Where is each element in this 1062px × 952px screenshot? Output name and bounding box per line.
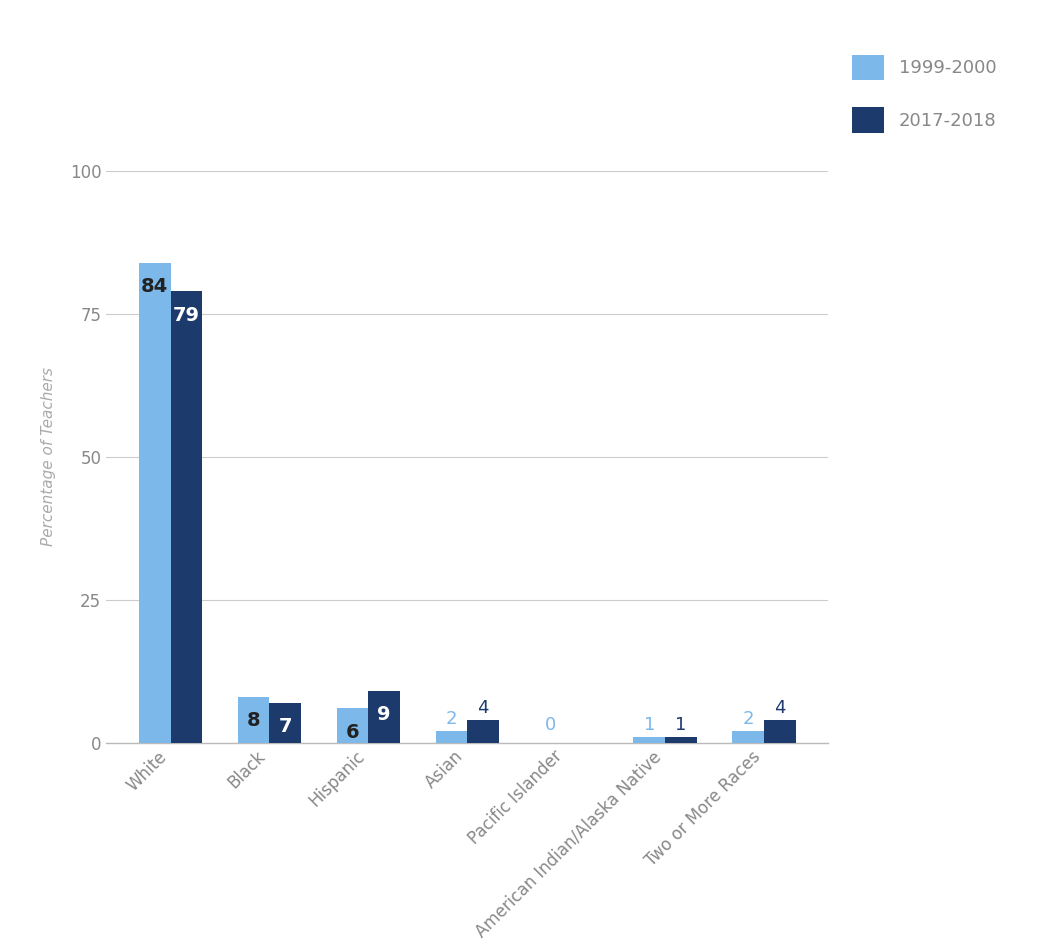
Bar [337, 708, 369, 743]
Text: 7: 7 [278, 717, 292, 736]
Text: 84: 84 [141, 277, 168, 296]
Text: 4: 4 [477, 699, 489, 717]
Legend: 1999-2000, 2017-2018: 1999-2000, 2017-2018 [852, 54, 996, 133]
Bar [171, 291, 202, 743]
Text: 6: 6 [346, 723, 359, 742]
Bar [633, 737, 665, 743]
Text: 2: 2 [742, 710, 754, 728]
Text: 0: 0 [545, 716, 556, 734]
Text: 9: 9 [377, 705, 391, 724]
Bar [467, 720, 499, 743]
Bar [435, 731, 467, 743]
Bar [238, 697, 270, 743]
Bar [369, 691, 400, 743]
Bar [270, 703, 302, 743]
Text: 8: 8 [246, 711, 260, 730]
Bar [733, 731, 764, 743]
Text: 2: 2 [446, 710, 458, 728]
Bar [764, 720, 795, 743]
Bar [139, 263, 171, 743]
Text: 4: 4 [774, 699, 786, 717]
Text: 1: 1 [644, 716, 655, 734]
Bar [665, 737, 697, 743]
Text: 79: 79 [173, 306, 200, 325]
Y-axis label: Percentage of Teachers: Percentage of Teachers [40, 367, 56, 546]
Text: 1: 1 [675, 716, 687, 734]
